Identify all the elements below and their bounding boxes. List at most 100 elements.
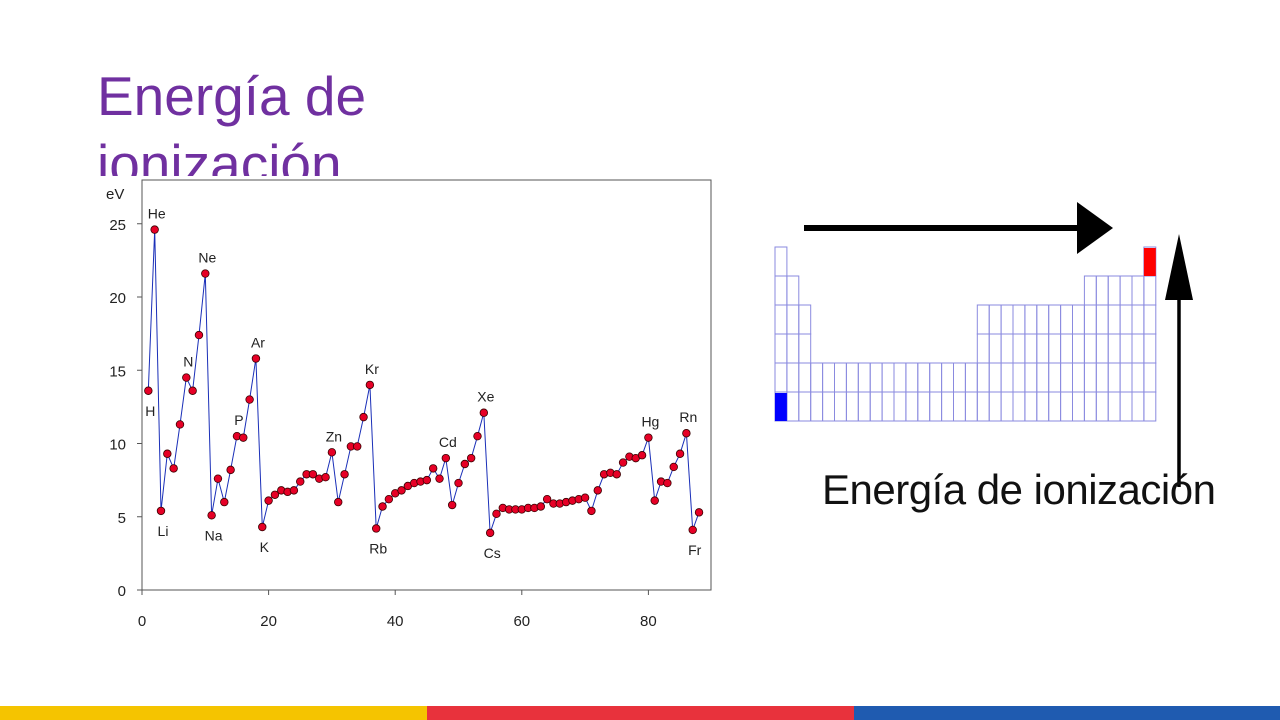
- y-axis-label: eV: [106, 186, 124, 203]
- data-point: [428, 464, 438, 473]
- slide-title: Energía de ionización: [97, 65, 367, 176]
- element-label: Rb: [369, 540, 387, 556]
- arrow-up-icon: [1165, 234, 1193, 300]
- data-point: [454, 478, 463, 488]
- table-cell: [953, 391, 966, 422]
- data-point: [163, 449, 172, 458]
- table-cell: [1107, 391, 1121, 422]
- element-label: Zn: [326, 428, 342, 444]
- data-point: [321, 472, 330, 482]
- data-point: [644, 433, 653, 442]
- data-point: [447, 500, 457, 510]
- table-cell: [834, 391, 847, 422]
- table-cell: [1012, 362, 1026, 393]
- table-cell: [1131, 391, 1145, 422]
- table-cell: [774, 362, 788, 393]
- footer-bar-blue: [854, 706, 1280, 720]
- element-label: Cd: [439, 434, 457, 450]
- table-cell: [881, 391, 895, 422]
- data-point: [384, 494, 394, 504]
- data-point: [258, 522, 267, 532]
- table-cell: [1024, 391, 1038, 422]
- data-point: [688, 525, 697, 535]
- table-cell: [1107, 333, 1121, 364]
- data-point: [365, 380, 375, 390]
- table-cell: [1060, 304, 1073, 335]
- table-cell: [964, 391, 978, 422]
- data-point: [207, 511, 216, 520]
- element-label: Ar: [251, 335, 265, 351]
- element-label: Kr: [365, 361, 379, 377]
- data-point: [663, 478, 672, 488]
- table-cell: [1143, 362, 1157, 393]
- footer-bar-red: [427, 706, 854, 720]
- table-cell: [1095, 304, 1109, 335]
- y-tick-label: 5: [118, 510, 126, 527]
- table-cell: [1000, 391, 1014, 422]
- table-cell: [893, 362, 907, 393]
- data-point: [188, 386, 197, 395]
- table-cell: [1119, 391, 1133, 422]
- data-point: [296, 477, 305, 486]
- table-cell: [905, 391, 919, 422]
- arrow-right-icon: [1077, 202, 1113, 254]
- element-label: Rn: [679, 409, 697, 425]
- element-label: Cs: [484, 545, 501, 561]
- data-point: [485, 528, 495, 538]
- data-point: [694, 508, 704, 517]
- y-tick-label: 15: [109, 363, 126, 380]
- table-cell: [1119, 333, 1133, 364]
- table-cell: [917, 362, 931, 393]
- data-point: [334, 497, 343, 507]
- table-cell: [1024, 333, 1038, 364]
- table-cell: [1012, 391, 1026, 422]
- data-point: [245, 395, 254, 404]
- data-point: [226, 465, 235, 475]
- data-point: [669, 462, 678, 472]
- table-cell: [1143, 391, 1157, 422]
- table-cell: [1024, 362, 1038, 393]
- table-cell: [1131, 362, 1145, 393]
- data-point: [435, 474, 444, 483]
- table-cell: [774, 333, 788, 364]
- table-cell: [1119, 275, 1133, 306]
- table-cell: [774, 275, 788, 306]
- table-cell: [1095, 275, 1109, 306]
- table-cell: [1000, 362, 1014, 393]
- table-cell: [1036, 304, 1050, 335]
- table-cell: [810, 362, 824, 393]
- table-cell: [1095, 391, 1109, 422]
- table-cell: [964, 362, 978, 393]
- data-point: [182, 373, 191, 382]
- y-tick-label: 0: [118, 583, 126, 600]
- data-point: [675, 449, 685, 458]
- data-point: [308, 470, 318, 479]
- element-label: Fr: [688, 542, 702, 558]
- data-point: [422, 475, 432, 485]
- table-cell: [1072, 391, 1085, 422]
- table-cell: [1095, 333, 1109, 364]
- table-cell: [822, 391, 835, 422]
- table-cell: [798, 304, 812, 335]
- data-point: [327, 448, 337, 457]
- y-tick-label: 20: [109, 290, 126, 307]
- table-cell: [881, 362, 895, 393]
- data-point: [169, 464, 178, 473]
- data-point: [264, 496, 273, 505]
- table-cell: [988, 333, 1002, 364]
- table-cell: [845, 391, 859, 422]
- data-point: [372, 524, 381, 533]
- data-point: [682, 429, 691, 438]
- element-label: Na: [205, 527, 223, 543]
- table-cell: [869, 391, 883, 422]
- table-cell: [1048, 362, 1062, 393]
- table-cell: [798, 333, 812, 364]
- data-point: [359, 412, 368, 422]
- x-tick-label: 40: [387, 613, 404, 630]
- table-cell: [1024, 304, 1038, 335]
- table-cell: [1072, 304, 1085, 335]
- table-cell: [929, 391, 943, 422]
- data-point: [460, 459, 470, 469]
- table-cell: [1143, 333, 1157, 364]
